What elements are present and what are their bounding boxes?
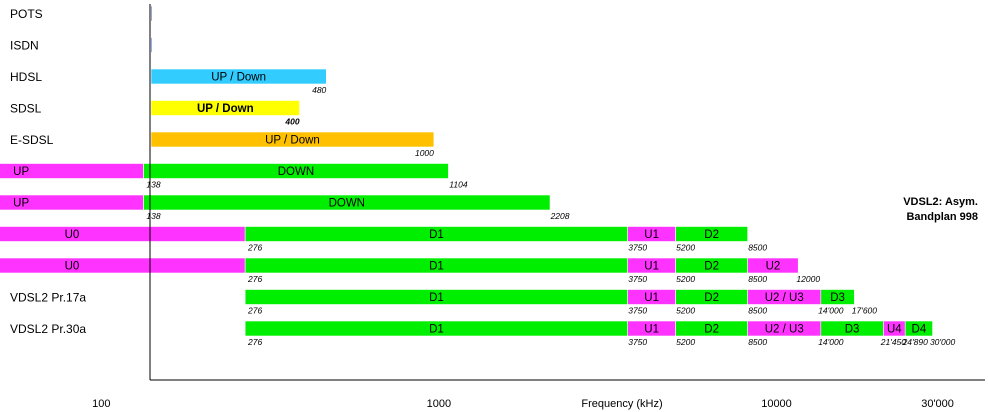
boundary-value-label: 14'000 [818, 306, 844, 316]
band-label: UP [13, 198, 29, 210]
row-vdsl2-o-pots-pr-8b: VDSL2 o POTS Pr.8bU0D1U1D226276375052008… [0, 226, 767, 253]
band-fill [150, 5, 153, 22]
band-down [143, 194, 551, 211]
boundary-value-label: 276 [247, 337, 262, 347]
band-label: U2 / U3 [765, 324, 804, 336]
boundary-value-label: 276 [247, 306, 262, 316]
boundary-value-label: 138 [146, 180, 160, 190]
boundary-value-label: 138 [146, 211, 160, 221]
row-label: HDSL [10, 70, 42, 84]
boundary-value-label: 3750 [628, 306, 647, 316]
band-label: U0 [65, 261, 80, 273]
boundary-value-label: 8500 [748, 306, 767, 316]
band-up-down [150, 68, 327, 85]
band-label: UP / Down [197, 103, 254, 115]
band-label: U1 [644, 229, 659, 241]
row-vdsl2-pr-30a: VDSL2 Pr.30a D1 U1 D2 U2 / U3 D3 U4 D4 276 3750 52… [10, 320, 956, 347]
row-e-sdsl: E-SDSL UP / Down 1000 [10, 131, 435, 158]
boundary-value-label: 276 [247, 243, 262, 253]
boundary-value-label: 8500 [748, 337, 767, 347]
x-axis-title: Frequency (kHz) [581, 398, 662, 410]
band-label: D1 [429, 261, 444, 273]
x-axis-labels: 100 1000 10000 30'000 [92, 398, 954, 410]
band-down [143, 163, 449, 179]
row-vdsl2-o-pots-pr-12a: VDSL2 o POTS Pr.12aU0D1U1D2U226276375052… [0, 257, 820, 284]
band-label: UP / Down [211, 72, 266, 84]
band-label: D2 [704, 292, 719, 304]
boundary-value-label: 5200 [676, 274, 695, 284]
band-u0 [0, 257, 246, 274]
boundary-value-label: 3750 [628, 337, 647, 347]
boundary-value-label: 1104 [449, 180, 468, 190]
band-label: D4 [912, 324, 927, 336]
annotation-line-2: Bandplan 998 [906, 211, 978, 223]
band-d4 [904, 320, 933, 337]
row-sdsl: SDSL UP / Down 400 [10, 100, 300, 127]
band-label: D1 [429, 292, 444, 304]
band-label: U4 [887, 324, 902, 336]
band-label: D2 [704, 261, 719, 273]
band-label: D2 [704, 229, 719, 241]
boundary-value-label: 3750 [628, 274, 647, 284]
band-label: D1 [429, 229, 444, 241]
boundary-value-label: 21'450 [880, 337, 907, 347]
row-label: ISDN [10, 39, 39, 53]
row-adsl-over-pots: ADSL over POTSUPDOWN261381104 [0, 163, 468, 190]
band-label: D1 [429, 324, 444, 336]
boundary-value-label: 14'000 [818, 337, 844, 347]
row-vdsl2-pr-17a: VDSL2 Pr.17a D1 U1 D2 U2 / U3 D3 276 3750 5200 85… [10, 289, 878, 316]
boundary-value-label: 8500 [748, 243, 767, 253]
chart-rows: POTS4 ISDN50 HDSL UP / Down 480 SDSL UP / Down… [0, 5, 956, 347]
boundary-value-label: 276 [247, 274, 262, 284]
boundary-value-label: 5200 [676, 306, 695, 316]
boundary-value-label: 1000 [415, 148, 434, 158]
boundary-value-label: 5200 [676, 243, 695, 253]
band-u2 [747, 257, 799, 274]
boundary-value-label: 3750 [628, 243, 647, 253]
row-adsl2-over-pots: ADSL2+ over POTSUPDOWN261382208 [0, 194, 570, 221]
boundary-value-label: 480 [312, 85, 326, 95]
band-label: U2 [766, 261, 781, 273]
boundary-value-label: 8500 [748, 274, 767, 284]
band-d2 [675, 226, 748, 242]
boundary-value-label: 30'000 [930, 337, 956, 347]
band-u0 [0, 226, 246, 242]
boundary-value-label: 2208 [550, 211, 570, 221]
band-label: U1 [644, 324, 659, 336]
boundary-value-label: 17'600 [852, 306, 878, 316]
x-tick-label: 100 [92, 398, 110, 410]
band-label: UP / Down [265, 135, 320, 147]
x-tick-label: 1000 [427, 398, 451, 410]
band-label: D2 [704, 324, 719, 336]
band-up-down [150, 100, 300, 116]
band-label: DOWN [329, 198, 365, 210]
band-label: U1 [644, 261, 659, 273]
band-d3 [820, 289, 855, 305]
row-label: VDSL2 Pr.17a [10, 291, 86, 305]
x-tick-label: 10000 [761, 398, 792, 410]
x-tick-label: 30'000 [921, 398, 954, 410]
annotation-line-1: VDSL2: Asym. [903, 196, 978, 208]
band-label: D3 [845, 324, 860, 336]
band-label: DOWN [278, 166, 314, 178]
row-label: E-SDSL [10, 133, 54, 147]
row-label: SDSL [10, 102, 42, 116]
boundary-value-label: 400 [284, 117, 299, 127]
row-label: VDSL2 Pr.30a [10, 322, 86, 336]
row-pots: POTS4 [10, 5, 153, 22]
boundary-value-label: 24'890 [902, 337, 929, 347]
band-label: U2 / U3 [765, 292, 804, 304]
boundary-value-label: 12000 [796, 274, 820, 284]
band-fill [150, 37, 153, 53]
band-up-down [150, 131, 435, 148]
band-label: UP [13, 166, 29, 178]
row-label: POTS [10, 7, 43, 21]
row-hdsl: HDSL UP / Down 480 [10, 68, 327, 95]
row-isdn: ISDN50 [10, 37, 153, 53]
band-label: U1 [644, 292, 659, 304]
band-label: D3 [830, 292, 845, 304]
boundary-value-label: 5200 [676, 337, 695, 347]
band-label: U0 [65, 229, 80, 241]
